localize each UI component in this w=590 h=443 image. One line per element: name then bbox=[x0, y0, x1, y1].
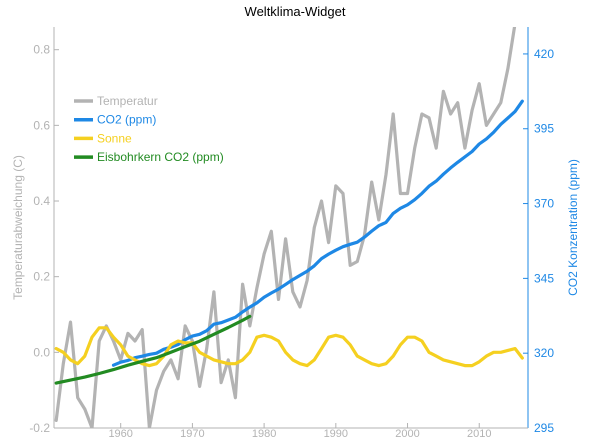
legend-label: CO2 (ppm) bbox=[97, 113, 156, 127]
right-tick-label: 395 bbox=[534, 122, 554, 136]
series-line-sonne bbox=[54, 326, 524, 368]
right-tick-label: 345 bbox=[534, 271, 554, 285]
left-tick-label: -0.2 bbox=[29, 421, 50, 435]
x-tick-label: 1990 bbox=[324, 428, 348, 440]
series-line-temperatur bbox=[54, 27, 517, 428]
x-tick-label: 2010 bbox=[467, 428, 491, 440]
y2-axis-label: CO2 Konzentration (ppm) bbox=[566, 159, 580, 296]
y-axis-label: Temperaturabweichung (C) bbox=[11, 155, 25, 300]
left-tick-label: 0.4 bbox=[33, 194, 50, 208]
legend-label: Eisbohrkern CO2 (ppm) bbox=[97, 150, 224, 164]
x-tick-label: 2000 bbox=[395, 428, 419, 440]
left-tick-label: 0.8 bbox=[33, 43, 50, 57]
legend-label: Sonne bbox=[97, 131, 132, 145]
left-tick-label: 0.2 bbox=[33, 270, 50, 284]
right-tick-label: 320 bbox=[534, 346, 554, 360]
left-tick-label: 0.0 bbox=[33, 345, 50, 359]
legend-label: Temperatur bbox=[97, 94, 158, 108]
right-axis: 295 320 345 370 395 420 bbox=[523, 27, 554, 435]
series-line-eisbohrkern-co2-ppm bbox=[54, 314, 252, 385]
x-axis: 1960 1970 1980 1990 2000 2010 bbox=[54, 423, 528, 440]
x-tick-label: 1960 bbox=[108, 428, 132, 440]
right-tick-label: 420 bbox=[534, 47, 554, 61]
chart-title: Weltklima-Widget bbox=[245, 4, 346, 19]
x-tick-label: 1980 bbox=[252, 428, 276, 440]
legend: Temperatur CO2 (ppm) Sonne Eisbohrkern CO2 … bbox=[74, 94, 224, 164]
series-layer bbox=[54, 27, 524, 428]
right-tick-label: 295 bbox=[534, 421, 554, 435]
left-tick-label: 0.6 bbox=[33, 118, 50, 132]
x-tick-label: 1970 bbox=[180, 428, 204, 440]
right-tick-label: 370 bbox=[534, 197, 554, 211]
left-axis: -0.2 0.0 0.2 0.4 0.6 0.8 bbox=[29, 27, 59, 435]
